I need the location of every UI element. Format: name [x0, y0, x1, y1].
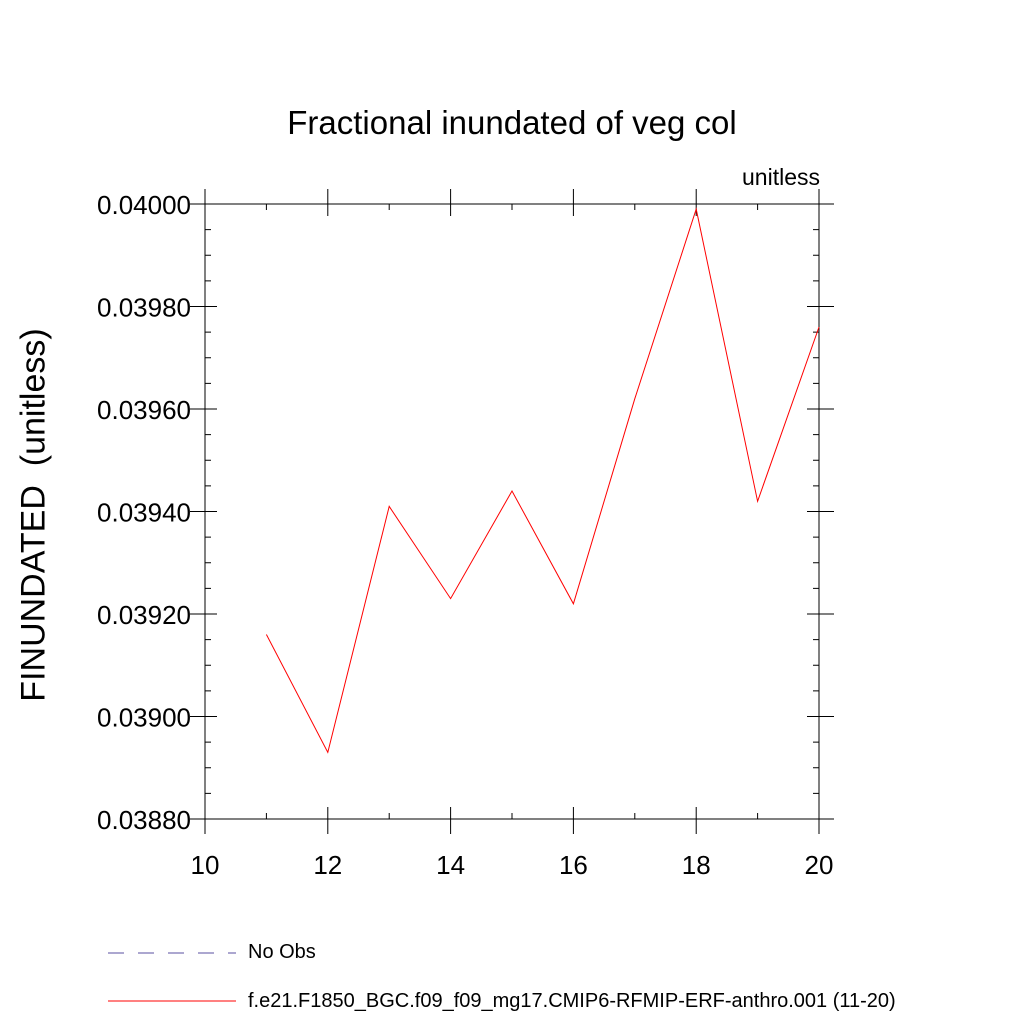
chart-title: Fractional inundated of veg col	[287, 104, 737, 141]
series-line-1	[265, 207, 820, 754]
plot-frame	[204, 203, 820, 820]
y-tick-label: 0.03900	[97, 703, 191, 733]
tick-labels: 10 12 14 16 18 20 0.03880 0.03900 0.03920 0.03940…	[97, 190, 833, 880]
x-tick-label: 16	[559, 850, 588, 880]
y-axis-label: FINUNDATED (unitless)	[14, 328, 53, 702]
y-tick-label: 0.03960	[97, 395, 191, 425]
y-tick-label: 0.04000	[97, 190, 191, 220]
legend-label-no-obs: No Obs	[248, 941, 316, 963]
y-tick-label: 0.03880	[97, 805, 191, 835]
series-lines	[265, 207, 820, 754]
units-label: unitless	[742, 164, 820, 190]
plot-border	[204, 203, 820, 820]
legend-label-model-run: f.e21.F1850_BGC.f09_f09_mg17.CMIP6-RFMIP…	[248, 990, 896, 1012]
y-tick-label: 0.03940	[97, 498, 191, 528]
x-tick-label: 18	[682, 850, 711, 880]
y-tick-label: 0.03920	[97, 600, 191, 630]
y-tick-label: 0.03980	[97, 293, 191, 323]
x-tick-label: 20	[805, 850, 834, 880]
x-tick-label: 10	[191, 850, 220, 880]
x-tick-label: 12	[313, 850, 342, 880]
x-tick-label: 14	[436, 850, 465, 880]
axis-ticks	[190, 189, 834, 834]
legend-lines	[108, 952, 236, 1002]
